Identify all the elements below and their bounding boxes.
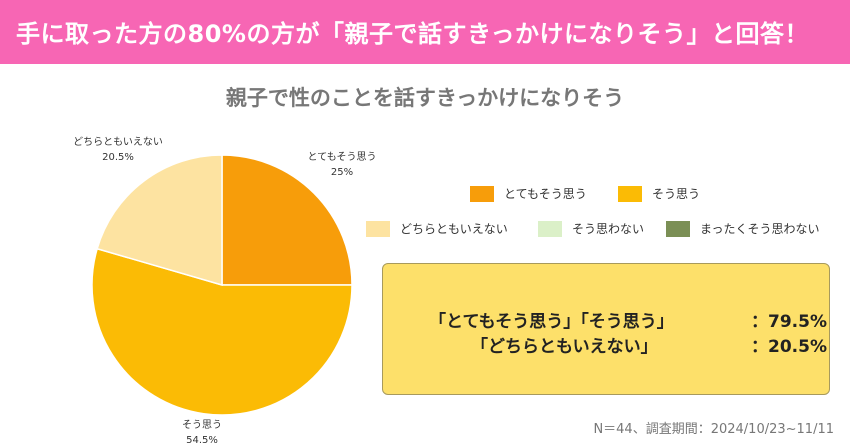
legend-item-very-agree: とてもそう思う bbox=[470, 185, 587, 202]
summary-line2-label: 「どちらともいえない」 bbox=[471, 337, 658, 357]
legend-item-strongly-disagree: まったくそう思わない bbox=[666, 220, 820, 237]
summary-line1-label: 「とてもそう思う」「そう思う」 bbox=[429, 312, 674, 332]
legend-label: とてもそう思う bbox=[504, 187, 587, 201]
legend-item-disagree: そう思わない bbox=[538, 220, 644, 237]
legend-label: そう思わない bbox=[572, 222, 645, 236]
legend-swatch bbox=[366, 220, 390, 237]
summary-box: 「とてもそう思う」「そう思う」 ：79.5% 「どちらともいえない」 ：20.5… bbox=[382, 263, 830, 395]
slice-label-value-1: 54.5% bbox=[186, 435, 218, 446]
header-banner: 手に取った方の80%の方が「親子で話すきっかけになりそう」と回答！ bbox=[0, 0, 850, 64]
slice-label-value-0: 25% bbox=[331, 167, 353, 178]
legend-label: どちらともいえない bbox=[400, 222, 508, 236]
legend-item-neutral: どちらともいえない bbox=[366, 220, 508, 237]
pie-slice-2 bbox=[96, 154, 223, 286]
pie-slice-0 bbox=[221, 154, 353, 286]
legend-swatch bbox=[538, 220, 562, 237]
summary-line2-value: ：20.5% bbox=[751, 337, 827, 357]
legend-label: まったくそう思わない bbox=[700, 222, 820, 236]
slice-label-value-2: 20.5% bbox=[102, 152, 134, 163]
legend-swatch bbox=[666, 220, 690, 237]
header-title: 手に取った方の80%の方が「親子で話すきっかけになりそう」と回答！ bbox=[16, 20, 809, 48]
legend-item-agree: そう思う bbox=[618, 185, 700, 202]
slice-label-name-2: どちらともいえない bbox=[73, 136, 163, 148]
legend-swatch bbox=[618, 185, 642, 202]
footnote: N＝44、調査期間：2024/10/23~11/11 bbox=[593, 422, 834, 437]
legend-swatch bbox=[470, 185, 494, 202]
slice-label-name-1: そう思う bbox=[182, 419, 222, 431]
chart-title: 親子で性のことを話すきっかけになりそう bbox=[225, 86, 625, 110]
legend-label: そう思う bbox=[652, 187, 701, 201]
slice-label-name-0: とてもそう思う bbox=[308, 151, 377, 163]
pie-slice-1 bbox=[91, 247, 353, 416]
summary-line1-value: ：79.5% bbox=[751, 312, 827, 332]
